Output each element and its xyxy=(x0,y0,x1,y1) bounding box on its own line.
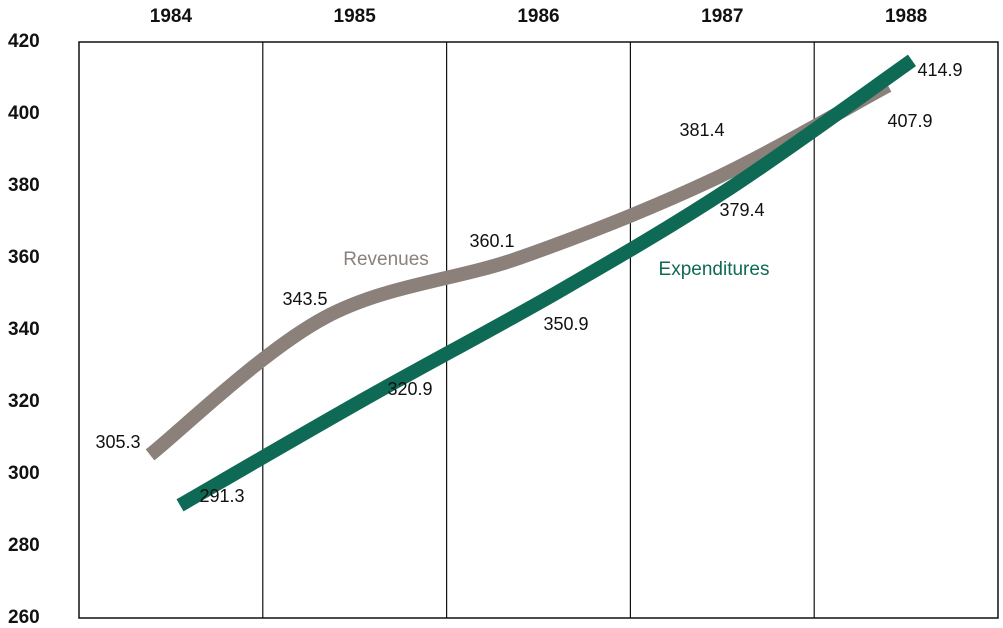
y-tick-label: 380 xyxy=(8,175,40,196)
series-name: Revenues xyxy=(343,249,429,270)
x-category-label: 1985 xyxy=(334,6,377,27)
plot-frame xyxy=(78,41,999,619)
y-tick-label: 360 xyxy=(8,247,40,268)
y-tick-label: 420 xyxy=(8,31,40,52)
value-label: 343.5 xyxy=(282,289,327,309)
value-label: 360.1 xyxy=(469,231,514,251)
x-category-label: 1987 xyxy=(701,6,743,27)
y-tick-label: 280 xyxy=(8,535,40,556)
series-name: Expenditures xyxy=(659,259,770,280)
value-label: 291.3 xyxy=(199,486,244,506)
value-label: 381.4 xyxy=(679,120,724,140)
y-tick-label: 260 xyxy=(8,607,40,628)
value-label: 414.9 xyxy=(917,60,962,80)
x-category-label: 1984 xyxy=(150,6,193,27)
value-label: 320.9 xyxy=(387,379,432,399)
value-label: 350.9 xyxy=(543,314,588,334)
value-label: 305.3 xyxy=(95,432,140,452)
value-label: 407.9 xyxy=(887,111,932,131)
y-tick-label: 320 xyxy=(8,391,40,412)
x-category-label: 1988 xyxy=(885,6,927,27)
x-category-label: 1986 xyxy=(517,6,559,27)
y-tick-label: 300 xyxy=(8,463,40,484)
y-tick-label: 400 xyxy=(8,103,40,124)
y-tick-label: 340 xyxy=(8,319,40,340)
value-label: 379.4 xyxy=(719,200,764,220)
series-line xyxy=(145,79,892,461)
series-line xyxy=(176,54,917,512)
